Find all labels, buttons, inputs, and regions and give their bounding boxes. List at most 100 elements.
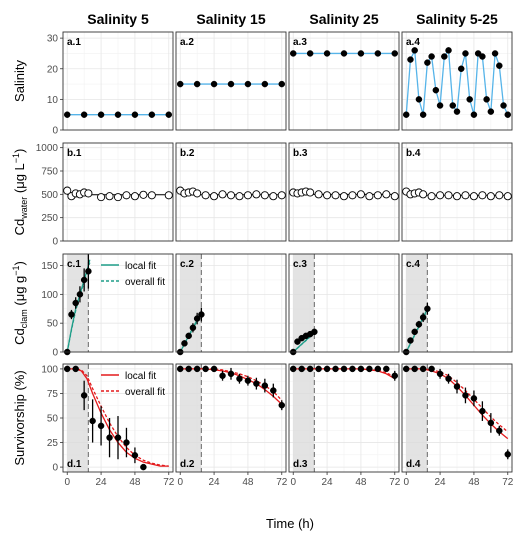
x-tick-label: 0 bbox=[403, 477, 409, 488]
panel-border bbox=[288, 253, 400, 353]
panel-d-4: d.4 0 24 48 72 bbox=[401, 363, 514, 488]
panel-border bbox=[62, 253, 174, 353]
data-point bbox=[278, 401, 286, 409]
y-tick-label: 150 bbox=[41, 261, 58, 272]
data-point bbox=[445, 375, 452, 382]
data-point bbox=[365, 192, 374, 201]
data-point bbox=[415, 96, 423, 103]
panel-label: a.1 bbox=[67, 37, 81, 48]
data-point bbox=[331, 191, 340, 200]
y-tick-label: 25 bbox=[47, 438, 59, 449]
row-ylabel-4: Survivorship (%) bbox=[12, 370, 27, 465]
data-point bbox=[357, 50, 365, 57]
panel-label: b.2 bbox=[180, 148, 195, 159]
panel-label: c.1 bbox=[67, 259, 81, 270]
data-point bbox=[97, 111, 105, 118]
data-point bbox=[226, 191, 236, 200]
data-point bbox=[382, 190, 391, 199]
data-point bbox=[366, 365, 373, 373]
y-tick-label: 50 bbox=[47, 319, 59, 330]
data-point bbox=[462, 50, 469, 57]
data-point bbox=[261, 382, 269, 389]
y-tick-label: 20 bbox=[47, 64, 59, 75]
column-title-4: Salinity 5-25 bbox=[416, 11, 498, 27]
panel-c-1: c.1 0 50 100 150 local fit overall fit bbox=[41, 253, 174, 359]
y-tick-label: 0 bbox=[52, 237, 58, 248]
data-point bbox=[68, 311, 75, 318]
data-point bbox=[164, 191, 173, 200]
panel-border bbox=[401, 142, 513, 242]
data-point bbox=[340, 365, 348, 373]
data-point bbox=[176, 365, 184, 373]
data-point bbox=[80, 276, 88, 284]
panel-a-3: a.3 bbox=[288, 31, 400, 131]
data-point bbox=[147, 191, 156, 200]
panel-border bbox=[401, 363, 513, 473]
data-point bbox=[227, 370, 235, 378]
panel-border bbox=[288, 31, 400, 131]
data-point bbox=[487, 108, 495, 115]
data-point bbox=[383, 365, 390, 373]
row-ylabel-3: Cdclam (μg g−1) bbox=[11, 261, 29, 345]
panel-b-2: b.2 bbox=[175, 142, 287, 242]
data-point bbox=[428, 53, 435, 60]
panel-label: a.4 bbox=[406, 37, 420, 48]
data-point bbox=[236, 375, 243, 382]
overall-fit-line bbox=[406, 368, 509, 433]
data-point bbox=[289, 50, 297, 57]
data-point bbox=[210, 80, 218, 88]
data-point bbox=[445, 47, 452, 54]
data-point bbox=[219, 372, 226, 380]
data-point bbox=[72, 299, 79, 307]
data-point bbox=[193, 315, 201, 322]
data-point bbox=[80, 111, 88, 118]
panel-b-3: b.3 bbox=[288, 142, 400, 242]
y-tick-label: 75 bbox=[47, 389, 59, 400]
data-point bbox=[427, 192, 436, 201]
column-title-3: Salinity 25 bbox=[309, 11, 378, 27]
data-point bbox=[193, 80, 201, 88]
data-point bbox=[131, 111, 139, 118]
data-point bbox=[227, 80, 235, 88]
exposure-shade bbox=[406, 364, 428, 472]
y-tick-label: 10 bbox=[47, 95, 59, 106]
data-point bbox=[453, 383, 461, 390]
x-tick-label: 72 bbox=[163, 477, 175, 488]
panel-d-2: d.2 0 24 48 72 bbox=[175, 363, 288, 488]
data-point bbox=[72, 365, 79, 373]
panel-label: d.1 bbox=[67, 459, 82, 470]
data-point bbox=[253, 380, 260, 387]
data-point bbox=[63, 186, 72, 195]
data-point bbox=[289, 365, 297, 373]
data-point bbox=[189, 324, 197, 332]
data-point bbox=[461, 191, 470, 200]
data-point bbox=[323, 191, 332, 200]
x-tick-label: 24 bbox=[322, 477, 334, 488]
data-point bbox=[496, 62, 503, 69]
panel-border bbox=[62, 142, 174, 242]
y-tick-label: 30 bbox=[47, 34, 59, 45]
data-point bbox=[114, 111, 122, 118]
data-point bbox=[478, 191, 487, 200]
data-point bbox=[294, 338, 301, 345]
panel-d-3: d.3 0 24 48 72 bbox=[288, 363, 401, 488]
data-point bbox=[235, 192, 244, 201]
data-point bbox=[466, 96, 473, 103]
data-point bbox=[415, 321, 423, 328]
data-point bbox=[469, 192, 478, 201]
data-point bbox=[373, 191, 382, 200]
data-point bbox=[252, 190, 261, 199]
y-tick-label: 0 bbox=[52, 463, 58, 474]
data-point bbox=[374, 50, 382, 57]
panel-label: d.4 bbox=[406, 459, 421, 470]
data-point bbox=[436, 370, 444, 378]
data-point bbox=[470, 111, 478, 118]
data-point bbox=[176, 80, 184, 88]
data-point bbox=[491, 50, 499, 57]
data-point bbox=[140, 463, 147, 471]
panel-border bbox=[175, 31, 287, 131]
data-point bbox=[356, 190, 365, 199]
panel-border bbox=[288, 363, 400, 473]
panel-label: c.2 bbox=[180, 259, 194, 270]
x-tick-label: 48 bbox=[129, 477, 141, 488]
